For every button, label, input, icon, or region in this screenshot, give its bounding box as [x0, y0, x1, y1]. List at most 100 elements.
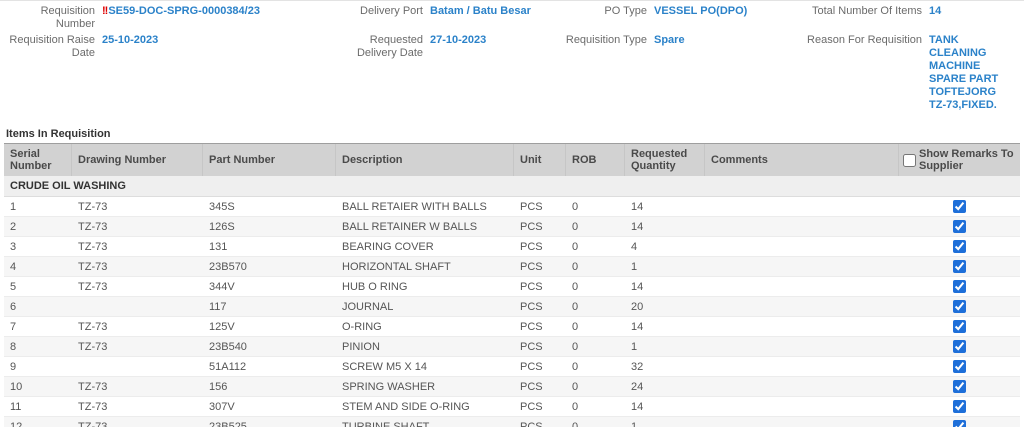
table-row: 8 TZ-73 23B540 PINION PCS 0 1: [4, 337, 1020, 357]
show-remarks-cell: [899, 298, 1020, 315]
col-rob: ROB: [566, 144, 625, 176]
description-cell: SCREW M5 X 14: [342, 360, 427, 373]
col-requested-quantity: Requested Quantity: [625, 144, 705, 176]
requisition-type-label: Requisition Type: [565, 34, 647, 46]
show-remarks-checkbox[interactable]: [953, 280, 966, 293]
show-remarks-header-label: Show Remarks To Supplier: [919, 148, 1014, 172]
part-cell: 307V: [209, 400, 235, 413]
requisition-type-value: Spare: [654, 34, 685, 46]
table-row: 10 TZ-73 156 SPRING WASHER PCS 0 24: [4, 377, 1020, 397]
show-remarks-cell: [899, 418, 1020, 427]
comments-cell: [705, 304, 899, 310]
description-cell: O-RING: [342, 320, 382, 333]
part-cell: 51A112: [209, 360, 247, 373]
description-cell: TURBINE SHAFT: [342, 420, 430, 427]
drawing-cell: TZ-73: [78, 320, 108, 333]
unit-cell: PCS: [520, 300, 543, 313]
serial-cell: 9: [10, 360, 17, 373]
part-cell: 23B540: [209, 340, 247, 353]
show-remarks-cell: [899, 358, 1020, 375]
po-type-value: VESSEL PO(DPO): [654, 5, 748, 17]
delivery-port-field: Delivery Port Batam / Batu Besar: [334, 5, 564, 31]
part-cell: 125V: [209, 320, 235, 333]
group-header-row: CRUDE OIL WASHING: [4, 176, 1020, 197]
qty-cell: 24: [631, 380, 644, 393]
unit-cell: PCS: [520, 240, 543, 253]
unit-cell: PCS: [520, 380, 543, 393]
part-cell: 23B570: [209, 260, 247, 273]
table-row: 1 TZ-73 345S BALL RETAIER WITH BALLS PCS 0 14: [4, 197, 1020, 217]
rob-cell: 0: [572, 320, 579, 333]
show-remarks-cell: [899, 378, 1020, 395]
items-table-header: Serial Number Drawing Number Part Number…: [4, 143, 1020, 176]
total-items-value: 14: [929, 5, 942, 17]
show-remarks-checkbox[interactable]: [953, 200, 966, 213]
drawing-cell: TZ-73: [78, 340, 108, 353]
qty-cell: 14: [631, 320, 644, 333]
show-remarks-checkbox[interactable]: [953, 220, 966, 233]
comments-cell: [705, 424, 899, 427]
show-remarks-checkbox[interactable]: [953, 340, 966, 353]
show-remarks-checkbox[interactable]: [953, 240, 966, 253]
col-show-remarks: Show Remarks To Supplier: [899, 144, 1020, 176]
rob-cell: 0: [572, 220, 579, 233]
alert-icon: !!: [102, 5, 108, 17]
show-remarks-cell: [899, 398, 1020, 415]
show-remarks-checkbox[interactable]: [953, 400, 966, 413]
show-remarks-checkbox[interactable]: [953, 320, 966, 333]
raise-date-field: Requisition Raise Date 25-10-2023: [2, 34, 334, 112]
description-cell: SPRING WASHER: [342, 380, 436, 393]
table-row: 2 TZ-73 126S BALL RETAINER W BALLS PCS 0 14: [4, 217, 1020, 237]
col-unit: Unit: [514, 144, 566, 176]
table-row: 7 TZ-73 125V O-RING PCS 0 14: [4, 317, 1020, 337]
qty-cell: 1: [631, 340, 638, 353]
part-cell: 23B525: [209, 420, 247, 427]
show-remarks-header-checkbox[interactable]: [903, 153, 916, 167]
table-row: 9 51A112 SCREW M5 X 14 PCS 0 32: [4, 357, 1020, 377]
serial-cell: 1: [10, 200, 17, 213]
rob-cell: 0: [572, 240, 579, 253]
rob-cell: 0: [572, 300, 579, 313]
show-remarks-checkbox[interactable]: [953, 260, 966, 273]
part-cell: 344V: [209, 280, 235, 293]
show-remarks-checkbox[interactable]: [953, 300, 966, 313]
description-cell: JOURNAL: [342, 300, 394, 313]
comments-cell: [705, 284, 899, 290]
serial-cell: 10: [10, 380, 23, 393]
rob-cell: 0: [572, 360, 579, 373]
serial-cell: 4: [10, 260, 17, 273]
unit-cell: PCS: [520, 280, 543, 293]
qty-cell: 14: [631, 200, 644, 213]
show-remarks-checkbox[interactable]: [953, 420, 966, 427]
total-items-label: Total Number Of Items: [811, 5, 922, 17]
drawing-cell: TZ-73: [78, 200, 108, 213]
qty-cell: 4: [631, 240, 638, 253]
qty-cell: 14: [631, 400, 644, 413]
total-items-field: Total Number Of Items 14: [807, 5, 1022, 31]
serial-cell: 2: [10, 220, 17, 233]
show-remarks-cell: [899, 278, 1020, 295]
requested-delivery-date-label: Requested Delivery Date: [356, 34, 423, 59]
drawing-cell: TZ-73: [78, 220, 108, 233]
requested-delivery-date-field: Requested Delivery Date 27-10-2023: [334, 34, 564, 112]
requisition-type-field: Requisition Type Spare: [564, 34, 807, 112]
part-cell: 156: [209, 380, 228, 393]
show-remarks-checkbox[interactable]: [953, 360, 966, 373]
show-remarks-cell: [899, 198, 1020, 215]
qty-cell: 32: [631, 360, 644, 373]
description-cell: PINION: [342, 340, 380, 353]
serial-cell: 11: [10, 400, 22, 413]
raise-date-value: 25-10-2023: [102, 34, 159, 46]
rob-cell: 0: [572, 260, 579, 273]
delivery-port-value: Batam / Batu Besar: [430, 5, 531, 17]
description-cell: BALL RETAINER W BALLS: [342, 220, 478, 233]
requested-delivery-date-value: 27-10-2023: [430, 34, 487, 46]
drawing-cell: [72, 304, 203, 310]
part-cell: 117: [209, 300, 227, 313]
show-remarks-checkbox[interactable]: [953, 380, 966, 393]
part-cell: 126S: [209, 220, 235, 233]
comments-cell: [705, 224, 899, 230]
qty-cell: 1: [631, 420, 638, 427]
section-title: Items In Requisition: [6, 128, 111, 140]
drawing-cell: TZ-73: [78, 240, 108, 253]
